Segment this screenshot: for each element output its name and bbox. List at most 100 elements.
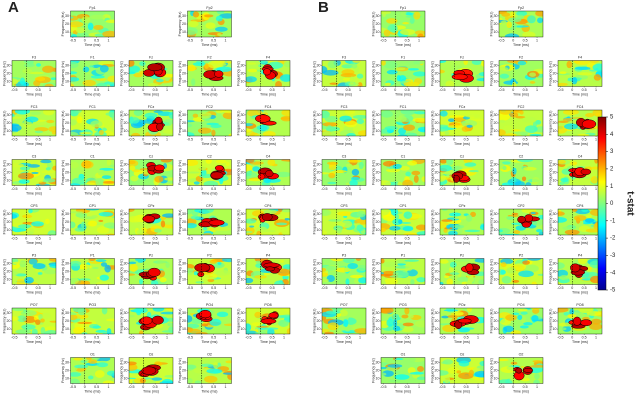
heatmap-patch bbox=[440, 370, 449, 376]
heatmap-patch bbox=[209, 318, 222, 327]
x-tick-label: 0.5 bbox=[346, 88, 351, 92]
y-tick-label: 30 bbox=[7, 162, 11, 166]
heatmap-patch bbox=[37, 272, 43, 275]
heatmap-patch bbox=[384, 125, 398, 131]
heatmap-patch bbox=[225, 360, 232, 364]
x-axis-label: Time (ms) bbox=[572, 340, 588, 344]
y-tick-label: 20 bbox=[7, 121, 11, 125]
heatmap-patch bbox=[246, 230, 253, 234]
heatmap-patch bbox=[402, 226, 414, 232]
x-tick-label: 0 bbox=[453, 385, 455, 389]
x-tick-label: 1 bbox=[418, 187, 420, 191]
heatmap-patch bbox=[499, 110, 512, 115]
y-tick-label: 20 bbox=[494, 220, 498, 224]
heatmap-patch bbox=[193, 181, 200, 185]
heatmap-patch bbox=[90, 14, 105, 20]
heatmap-patch bbox=[397, 134, 408, 136]
heatmap-patch bbox=[25, 116, 39, 123]
heatmap-patch bbox=[267, 159, 276, 166]
cluster bbox=[151, 315, 164, 325]
y-tick-label: 10 bbox=[317, 228, 321, 232]
heatmap-patch bbox=[405, 171, 412, 177]
x-tick-label: 0 bbox=[25, 236, 27, 240]
x-tick-label: -0.5 bbox=[498, 187, 504, 191]
y-tick-label: 20 bbox=[553, 220, 557, 224]
y-axis-label: Frequency (Hz) bbox=[548, 210, 552, 235]
channel-title: Fp1 bbox=[400, 6, 406, 10]
y-tick-label: 20 bbox=[241, 220, 245, 224]
y-tick-label: 30 bbox=[241, 212, 245, 216]
heatmap bbox=[381, 209, 425, 235]
heatmap-patch bbox=[104, 264, 111, 273]
heatmap-patch bbox=[530, 308, 541, 310]
y-axis-label: Frequency (Hz) bbox=[312, 210, 316, 235]
x-tick-label: 0 bbox=[84, 137, 86, 141]
y-axis-label: Frequency (Hz) bbox=[548, 61, 552, 86]
heatmap-patch bbox=[201, 323, 209, 327]
x-tick-label: -0.5 bbox=[380, 286, 386, 290]
y-tick-label: 10 bbox=[65, 179, 69, 183]
y-axis-label: Frequency (Hz) bbox=[178, 111, 182, 136]
x-tick-label: -0.5 bbox=[70, 137, 76, 141]
heatmap bbox=[12, 308, 56, 334]
heatmap bbox=[187, 209, 232, 235]
y-tick-label: 10 bbox=[65, 80, 69, 84]
heatmap-patch bbox=[510, 361, 518, 365]
x-tick-label: 1 bbox=[536, 385, 538, 389]
x-tick-label: 1 bbox=[595, 286, 597, 290]
x-tick-label: 0 bbox=[201, 88, 203, 92]
x-tick-label: 0 bbox=[84, 38, 86, 42]
heatmap-patch bbox=[33, 315, 39, 321]
channel-title: Pz bbox=[149, 253, 153, 257]
heatmap-patch bbox=[456, 370, 462, 374]
x-tick-label: 0.5 bbox=[94, 38, 99, 42]
x-axis-label: Time (ms) bbox=[395, 340, 411, 344]
y-tick-label: 30 bbox=[494, 212, 498, 216]
heatmap-patch bbox=[446, 159, 454, 166]
x-tick-label: 0.5 bbox=[94, 286, 99, 290]
x-tick-label: -0.5 bbox=[498, 385, 504, 389]
heatmap-patch bbox=[499, 358, 509, 362]
heatmap-patch bbox=[584, 218, 595, 223]
heatmap-patch bbox=[453, 311, 464, 316]
channel-title: FC3 bbox=[31, 105, 38, 109]
heatmap-patch bbox=[79, 132, 92, 135]
heatmap-patch bbox=[446, 224, 451, 229]
heatmap-patch bbox=[213, 361, 218, 369]
heatmap-patch bbox=[503, 325, 514, 333]
x-tick-label: 0.5 bbox=[211, 286, 216, 290]
x-tick-label: -0.5 bbox=[128, 187, 134, 191]
y-tick-label: 10 bbox=[435, 278, 439, 282]
heatmap-patch bbox=[346, 163, 353, 168]
x-tick-label: 0.5 bbox=[346, 286, 351, 290]
x-tick-label: 0 bbox=[571, 137, 573, 141]
heatmap-patch bbox=[49, 263, 56, 269]
colorbar-tick-label: -3 bbox=[610, 253, 616, 259]
heatmap-patch bbox=[537, 273, 543, 276]
y-axis-label: Frequency (Hz) bbox=[371, 111, 375, 136]
y-axis-label: Frequency (Hz) bbox=[489, 309, 493, 334]
channel-title: POz bbox=[459, 303, 466, 307]
y-axis-label: Frequency (Hz) bbox=[61, 12, 65, 37]
x-axis-label: Time (ms) bbox=[201, 340, 217, 344]
x-tick-label: -0.5 bbox=[187, 286, 193, 290]
heatmap-patch bbox=[558, 308, 569, 313]
y-axis-label: Frequency (Hz) bbox=[61, 259, 65, 284]
heatmap-patch bbox=[345, 278, 350, 285]
heatmap-patch bbox=[386, 319, 394, 327]
heatmap-patch bbox=[512, 263, 527, 271]
heatmap-patch bbox=[13, 228, 27, 232]
x-axis-label: Time (ms) bbox=[201, 142, 217, 146]
y-axis-label: Frequency (Hz) bbox=[371, 259, 375, 284]
y-tick-label: 30 bbox=[124, 212, 128, 216]
heatmap-patch bbox=[187, 264, 195, 269]
heatmap-patch bbox=[523, 166, 537, 171]
x-tick-label: -0.5 bbox=[498, 286, 504, 290]
y-tick-label: 10 bbox=[376, 80, 380, 84]
heatmap-patch bbox=[210, 124, 222, 129]
y-tick-label: 10 bbox=[182, 179, 186, 183]
heatmap-patch bbox=[537, 17, 543, 24]
